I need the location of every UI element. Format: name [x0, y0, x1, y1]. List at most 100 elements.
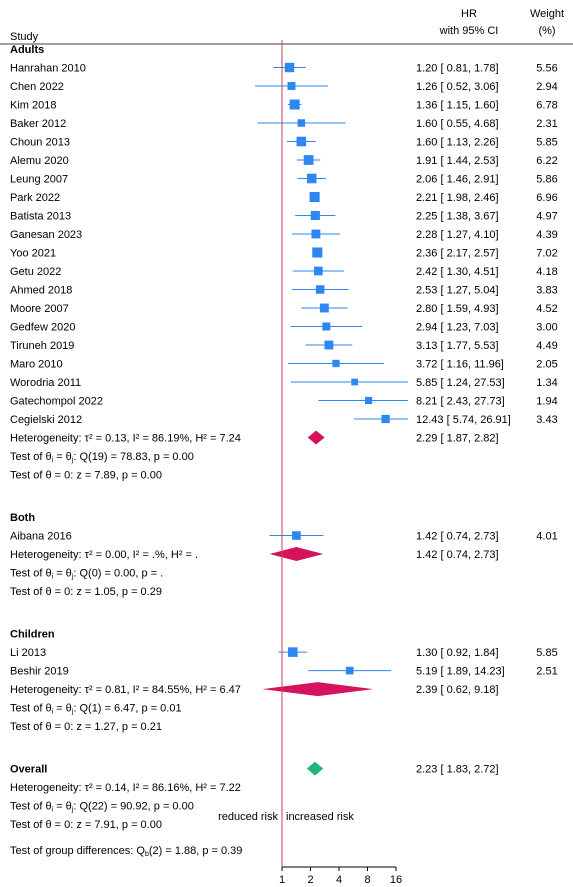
header-weight-unit: (%)	[538, 25, 555, 37]
study-label: Kim 2018	[10, 100, 56, 112]
study-ci-text: 2.53 [ 1.27, 5.04]	[416, 285, 499, 297]
study-label: Alemu 2020	[10, 155, 69, 167]
study-weight: 2.51	[536, 666, 557, 678]
study-weight: 7.02	[536, 248, 557, 260]
group-test-theta: Test of θ = 0: z = 1.27, p = 0.21	[10, 721, 162, 733]
header-hr: HR	[461, 8, 477, 20]
study-label: Chen 2022	[10, 81, 64, 93]
study-label: Getu 2022	[10, 266, 61, 278]
study-ci-text: 2.21 [ 1.98, 2.46]	[416, 192, 499, 204]
study-ci-text: 1.30 [ 0.92, 1.84]	[416, 647, 499, 659]
study-marker	[322, 322, 331, 331]
study-ci-text: 5.19 [ 1.89, 14.23]	[416, 666, 505, 678]
group-summary-ci: 2.39 [ 0.62, 9.18]	[416, 684, 499, 696]
x-tick-label: 4	[336, 874, 342, 886]
overall-heterogeneity: Heterogeneity: τ² = 0.14, I² = 86.16%, H…	[10, 782, 241, 794]
group-label-children: Children	[10, 629, 55, 641]
study-weight: 2.31	[536, 118, 557, 130]
study-ci-text: 1.91 [ 1.44, 2.53]	[416, 155, 499, 167]
study-label: Yoo 2021	[10, 248, 56, 260]
study-ci-text: 1.42 [ 0.74, 2.73]	[416, 531, 499, 543]
study-marker	[381, 414, 390, 424]
group-test-homogeneity: Test of θi = θj: Q(19) = 78.83, p = 0.00	[10, 451, 194, 464]
study-label: Gedfew 2020	[10, 322, 75, 334]
study-marker	[311, 229, 321, 239]
study-label: Batista 2013	[10, 211, 71, 223]
study-weight: 5.56	[536, 63, 557, 75]
study-weight: 1.34	[536, 377, 557, 389]
study-ci-text: 12.43 [ 5.74, 26.91]	[416, 414, 511, 426]
study-weight: 4.49	[536, 340, 557, 352]
study-label: Cegielski 2012	[10, 414, 82, 426]
study-marker	[296, 136, 307, 147]
study-ci-text: 1.26 [ 0.52, 3.06]	[416, 81, 499, 93]
study-ci-text: 2.80 [ 1.59, 4.93]	[416, 303, 499, 315]
x-tick-label: 2	[307, 874, 313, 886]
study-weight: 3.43	[536, 414, 557, 426]
study-ci-text: 1.36 [ 1.15, 1.60]	[416, 100, 499, 112]
study-weight: 1.94	[536, 396, 557, 408]
study-ci-text: 3.13 [ 1.77, 5.53]	[416, 340, 499, 352]
group-summary-diamond	[269, 547, 324, 562]
overall-label: Overall	[10, 764, 47, 776]
study-weight: 3.83	[536, 285, 557, 297]
study-marker	[313, 266, 323, 276]
study-label: Hanrahan 2010	[10, 63, 86, 75]
study-ci-text: 2.25 [ 1.38, 3.67]	[416, 211, 499, 223]
study-label: Worodria 2011	[10, 377, 81, 389]
study-ci-text: 2.28 [ 1.27, 4.10]	[416, 229, 499, 241]
x-tick-label: 1	[279, 874, 285, 886]
study-marker	[345, 666, 354, 675]
study-label: Tiruneh 2019	[10, 340, 74, 352]
overall-test-theta: Test of θ = 0: z = 7.91, p = 0.00	[10, 819, 162, 831]
study-weight: 6.22	[536, 155, 557, 167]
study-ci-text: 2.94 [ 1.23, 7.03]	[416, 322, 499, 334]
direction-label-reduced: reduced risk	[218, 811, 278, 823]
study-ci-text: 1.20 [ 0.81, 1.78]	[416, 63, 499, 75]
study-marker	[351, 378, 358, 386]
group-test-homogeneity: Test of θi = θj: Q(0) = 0.00, p = .	[10, 568, 163, 581]
study-marker	[309, 191, 320, 203]
group-label-both: Both	[10, 512, 35, 524]
group-summary-ci: 1.42 [ 0.74, 2.73]	[416, 549, 499, 561]
study-label: Gatechompol 2022	[10, 396, 103, 408]
study-marker	[332, 359, 340, 368]
study-marker	[319, 303, 329, 313]
study-marker	[324, 340, 334, 350]
study-marker	[287, 82, 296, 90]
study-label: Aibana 2016	[10, 531, 72, 543]
header-study: Study	[10, 31, 39, 43]
study-weight: 6.78	[536, 100, 557, 112]
study-ci-text: 3.72 [ 1.16, 11.96]	[416, 359, 504, 371]
study-weight: 5.86	[536, 174, 557, 186]
group-test-homogeneity: Test of θi = θj: Q(1) = 6.47, p = 0.01	[10, 703, 182, 716]
study-weight: 4.01	[536, 531, 557, 543]
study-marker	[297, 119, 306, 127]
group-summary-diamond	[262, 682, 374, 697]
group-summary-diamond	[307, 430, 325, 445]
study-weight: 4.18	[536, 266, 557, 278]
group-differences-test: Test of group differences: Qb(2) = 1.88,…	[10, 845, 242, 858]
study-weight: 2.94	[536, 81, 557, 93]
study-marker	[303, 155, 314, 165]
study-ci-text: 2.36 [ 2.17, 2.57]	[416, 248, 499, 260]
overall-ci-text: 2.23 [ 1.83, 2.72]	[416, 764, 499, 776]
study-label: Moore 2007	[10, 303, 69, 315]
study-label: Leung 2007	[10, 174, 68, 186]
study-label: Choun 2013	[10, 137, 70, 149]
group-test-theta: Test of θ = 0: z = 1.05, p = 0.29	[10, 586, 162, 598]
study-marker	[284, 62, 295, 73]
study-marker	[312, 247, 323, 258]
study-label: Baker 2012	[10, 118, 66, 130]
study-label: Beshir 2019	[10, 666, 69, 678]
header-hr-ci: with 95% CI	[439, 25, 499, 37]
study-ci-text: 2.06 [ 1.46, 2.91]	[416, 174, 499, 186]
direction-label-increased: increased risk	[286, 811, 354, 823]
study-marker	[292, 531, 301, 540]
study-weight: 5.85	[536, 647, 557, 659]
study-weight: 2.05	[536, 359, 557, 371]
study-ci-text: 1.60 [ 0.55, 4.68]	[416, 118, 499, 130]
study-marker	[289, 99, 300, 110]
study-marker	[310, 210, 320, 221]
header-weight: Weight	[530, 8, 564, 20]
